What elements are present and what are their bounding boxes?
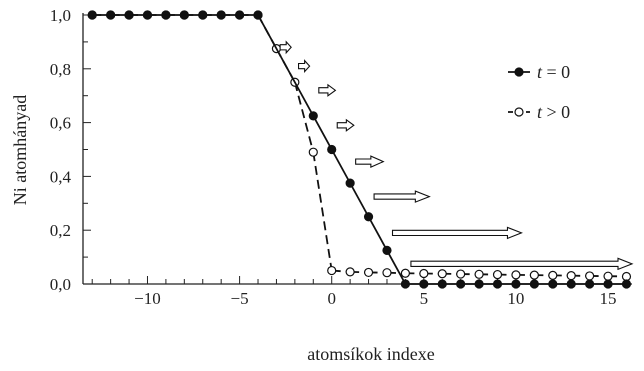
flux-arrow xyxy=(297,59,311,74)
filled-data-point xyxy=(308,111,318,121)
legend-label: t > 0 xyxy=(537,102,570,122)
legend: t = 0 t > 0 xyxy=(508,62,570,122)
filled-data-point xyxy=(327,144,337,155)
filled-data-point xyxy=(566,279,576,289)
open-data-point xyxy=(327,265,337,276)
filled-data-point xyxy=(161,10,171,20)
legend-entry: t = 0 xyxy=(508,62,570,82)
flux-arrow xyxy=(318,83,337,97)
open-data-point xyxy=(529,270,539,280)
series-line-segment xyxy=(330,149,351,184)
filled-data-point xyxy=(437,279,447,289)
x-tick-label: 0 xyxy=(327,289,336,308)
filled-data-point xyxy=(603,279,613,289)
open-data-point xyxy=(456,269,466,279)
legend-label: t = 0 xyxy=(537,62,570,82)
series-line-segment xyxy=(293,82,315,153)
filled-data-point xyxy=(179,10,189,20)
series-line-segment xyxy=(386,249,407,285)
legend-marker xyxy=(514,107,524,117)
series-line-segment xyxy=(312,115,333,150)
open-data-point xyxy=(548,270,558,280)
open-data-point xyxy=(474,269,484,279)
open-data-point xyxy=(437,269,447,279)
filled-data-point xyxy=(142,10,153,20)
flux-arrow xyxy=(355,155,385,168)
series-layer xyxy=(87,10,632,289)
series-t-gt-0 xyxy=(87,10,632,282)
filled-data-point xyxy=(198,10,208,20)
flux-arrows xyxy=(279,40,634,271)
filled-data-point xyxy=(474,279,484,289)
series-line-segment xyxy=(349,182,370,218)
series-t-eq-0 xyxy=(87,10,632,289)
open-data-point xyxy=(511,270,521,280)
filled-data-point xyxy=(456,279,466,289)
filled-data-point xyxy=(106,10,116,20)
open-data-point xyxy=(585,271,595,281)
filled-data-point xyxy=(345,178,355,188)
filled-data-point xyxy=(382,245,392,255)
x-tick-label: −10 xyxy=(134,289,161,308)
flux-arrow xyxy=(373,190,431,203)
legend-marker xyxy=(514,67,524,77)
x-tick-label: 5 xyxy=(420,289,429,308)
open-data-point xyxy=(400,268,410,278)
open-data-point xyxy=(363,267,374,278)
x-tick-label: −5 xyxy=(231,289,249,308)
filled-data-point xyxy=(234,10,245,20)
filled-data-point xyxy=(585,279,595,289)
open-data-point xyxy=(308,147,318,157)
filled-data-point xyxy=(124,10,134,20)
series-line-segment xyxy=(312,152,333,271)
filled-data-point xyxy=(529,279,539,289)
x-tick-label: 15 xyxy=(600,289,617,308)
filled-data-point xyxy=(363,212,374,222)
open-data-point xyxy=(345,267,355,277)
filled-data-point xyxy=(621,279,632,289)
filled-data-point xyxy=(216,10,226,20)
flux-arrow xyxy=(391,226,523,240)
open-data-point xyxy=(621,271,632,282)
y-tick-label: 0,2 xyxy=(50,221,71,240)
legend-entry: t > 0 xyxy=(508,102,570,122)
filled-data-point xyxy=(548,279,558,289)
series-line-segment xyxy=(367,216,388,251)
series-line-segment xyxy=(257,14,315,117)
y-tick-label: 0,0 xyxy=(50,275,71,294)
filled-data-point xyxy=(400,279,410,289)
y-tick-label: 0,8 xyxy=(50,60,71,79)
filled-data-point xyxy=(253,10,263,20)
y-tick-label: 1,0 xyxy=(50,6,71,25)
filled-data-point xyxy=(492,279,503,289)
open-data-point xyxy=(382,268,392,278)
open-data-point xyxy=(603,271,613,281)
open-data-point xyxy=(566,271,576,281)
x-axis-label: atomsíkok indexe xyxy=(307,344,434,364)
filled-data-point xyxy=(511,279,521,289)
y-tick-label: 0,4 xyxy=(50,167,72,186)
filled-data-point xyxy=(419,279,429,289)
flux-arrow xyxy=(336,118,355,132)
open-data-point xyxy=(419,268,429,279)
flux-arrow xyxy=(410,257,634,271)
open-data-point xyxy=(492,269,503,280)
y-axis-label: Ni atomhányad xyxy=(10,95,30,205)
y-tick-label: 0,6 xyxy=(50,114,71,133)
flux-arrow xyxy=(279,40,292,55)
x-tick-label: 10 xyxy=(507,289,524,308)
filled-data-point xyxy=(87,10,97,20)
